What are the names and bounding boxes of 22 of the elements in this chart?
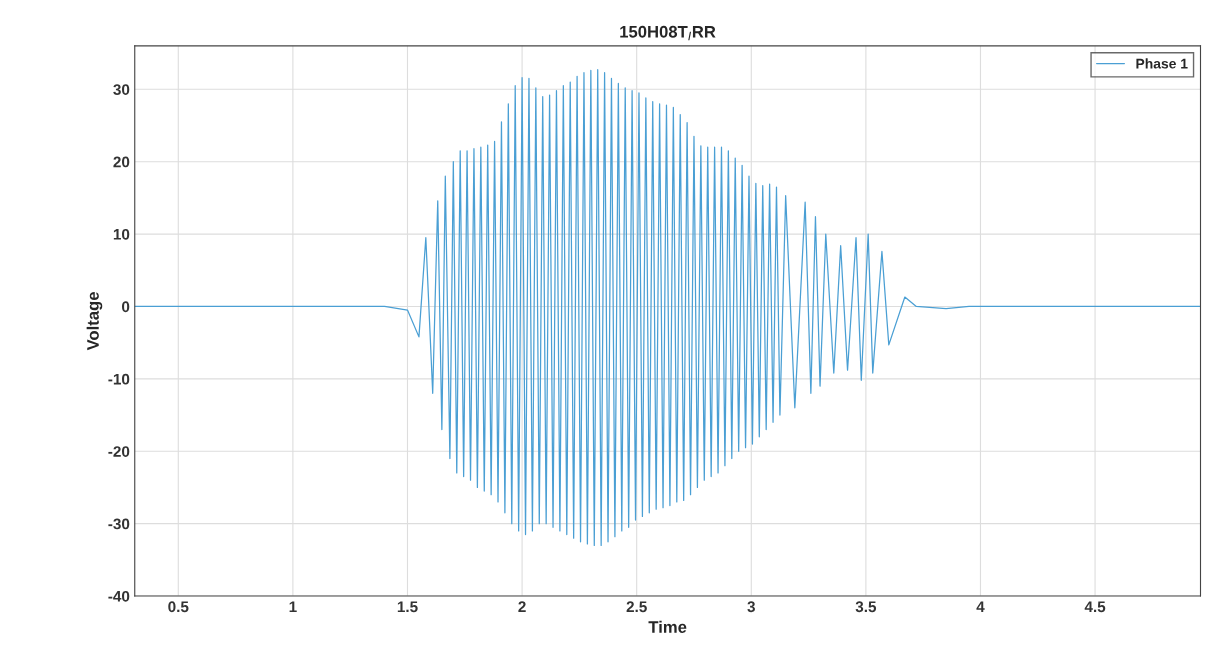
y-tick-label: 0	[122, 301, 130, 313]
x-tick-label: 2.5	[626, 601, 647, 613]
x-tick-label: 4	[976, 601, 985, 612]
legend-label: Phase 1	[1136, 58, 1188, 69]
line-series	[134, 69, 1201, 546]
x-tick-label: 3.5	[855, 601, 877, 613]
y-tick-label: -10	[108, 373, 130, 385]
chart-title: 150H08T$_{I}$RR	[620, 25, 716, 41]
x-tick-label: 0.5	[168, 601, 189, 613]
y-tick-label: 10	[113, 228, 130, 240]
y-tick-label: 20	[113, 156, 130, 168]
y-axis-title: Voltage	[86, 292, 103, 351]
x-tick-label: 4.5	[1084, 601, 1106, 613]
y-tick-label: -40	[108, 590, 130, 602]
x-tick-label: 1.5	[397, 601, 418, 613]
y-tick-label: -30	[108, 518, 130, 530]
x-tick-label: 2	[518, 601, 526, 612]
y-tick-label: 30	[113, 84, 130, 95]
x-tick-label: 1	[289, 601, 297, 612]
x-axis-title: Time	[648, 620, 687, 633]
x-tick-label: 3	[747, 601, 755, 613]
y-tick-label: -20	[108, 446, 130, 457]
